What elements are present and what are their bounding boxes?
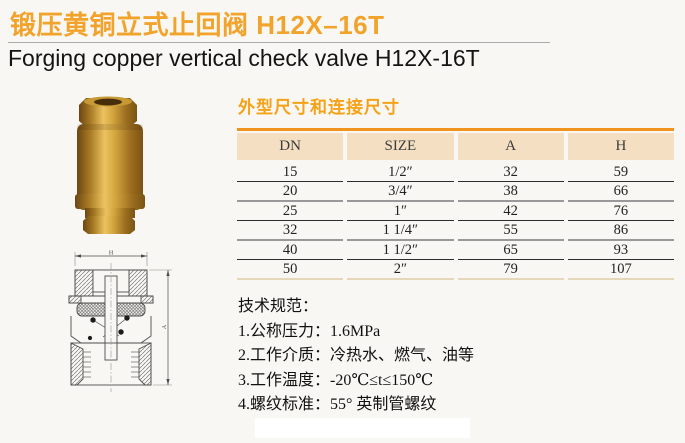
table-row: 25 1″ 42 76	[237, 202, 674, 221]
spec-item: 1.公称压力：1.6MPa	[238, 322, 381, 340]
table-cell: 1/2″	[347, 163, 454, 182]
specs-title: 技术规范：	[238, 298, 319, 315]
table-cell: 1 1/4″	[347, 221, 454, 241]
table-cell: 66	[567, 182, 674, 202]
table-cell: 15	[237, 163, 344, 182]
table-header-row: DN SIZE A H	[237, 133, 674, 160]
table-body: 15 1/2″ 32 59 20 3/4″ 38 66 25 1″ 42 76 …	[237, 163, 674, 280]
table-row: 40 1 1/2″ 65 93	[237, 241, 674, 260]
spec-item: 3.工作温度：-20℃≤t≤150℃	[238, 371, 434, 389]
table-cell: 65	[457, 241, 564, 260]
spec-item: 4.螺纹标准：55° 英制管螺纹	[238, 396, 437, 413]
table-header-cell: A	[457, 133, 564, 160]
table-cell: 38	[457, 182, 564, 202]
table-cell: 2″	[347, 260, 454, 280]
dimension-label-a: A	[162, 324, 168, 329]
page-title-zh: 锻压黄铜立式止回阀 H12X–16T	[10, 10, 385, 40]
table-cell: 76	[567, 202, 674, 221]
table-cell: 20	[237, 182, 344, 202]
table-header-cell: SIZE	[347, 133, 454, 160]
dimension-vertical	[149, 269, 172, 386]
table-row: 50 2″ 79 107	[237, 260, 674, 280]
table-cell: 25	[237, 202, 344, 221]
section-heading: 外型尺寸和连接尺寸	[238, 98, 400, 117]
product-photo	[75, 96, 145, 234]
title-divider	[8, 42, 550, 43]
table-cell: 42	[457, 202, 564, 221]
technical-drawing: H A	[68, 251, 172, 392]
table-cell: 55	[457, 221, 564, 241]
watermark-blank	[255, 418, 470, 438]
page-title-en: Forging copper vertical check valve H12X…	[8, 45, 480, 71]
table-cell: 50	[237, 260, 344, 280]
table-row: 15 1/2″ 32 59	[237, 163, 674, 182]
table-cell: 107	[567, 260, 674, 280]
table-cell: 40	[237, 241, 344, 260]
table-cell: 3/4″	[347, 182, 454, 202]
table-cell: 93	[567, 241, 674, 260]
dimensions-table: DN SIZE A H 15 1/2″ 32 59 20 3/4″ 38 66 …	[237, 128, 674, 280]
spec-item: 2.工作介质：冷热水、燃气、油等	[238, 347, 475, 364]
table-cell: 86	[567, 221, 674, 241]
table-cell: 1″	[347, 202, 454, 221]
table-row: 20 3/4″ 38 66	[237, 182, 674, 202]
dimension-label-h: H	[109, 251, 114, 257]
dimension-horizontal	[74, 252, 148, 266]
tech-specs: 技术规范： 1.公称压力：1.6MPa 2.工作介质：冷热水、燃气、油等 3.工…	[238, 295, 474, 418]
table-row: 32 1 1/4″ 55 86	[237, 221, 674, 241]
table-cell: 79	[457, 260, 564, 280]
table-header-cell: DN	[237, 133, 344, 160]
table-cell: 1 1/2″	[347, 241, 454, 260]
table-cell: 32	[457, 163, 564, 182]
table-cell: 32	[237, 221, 344, 241]
table-cell: 59	[567, 163, 674, 182]
table-header-cell: H	[567, 133, 674, 160]
